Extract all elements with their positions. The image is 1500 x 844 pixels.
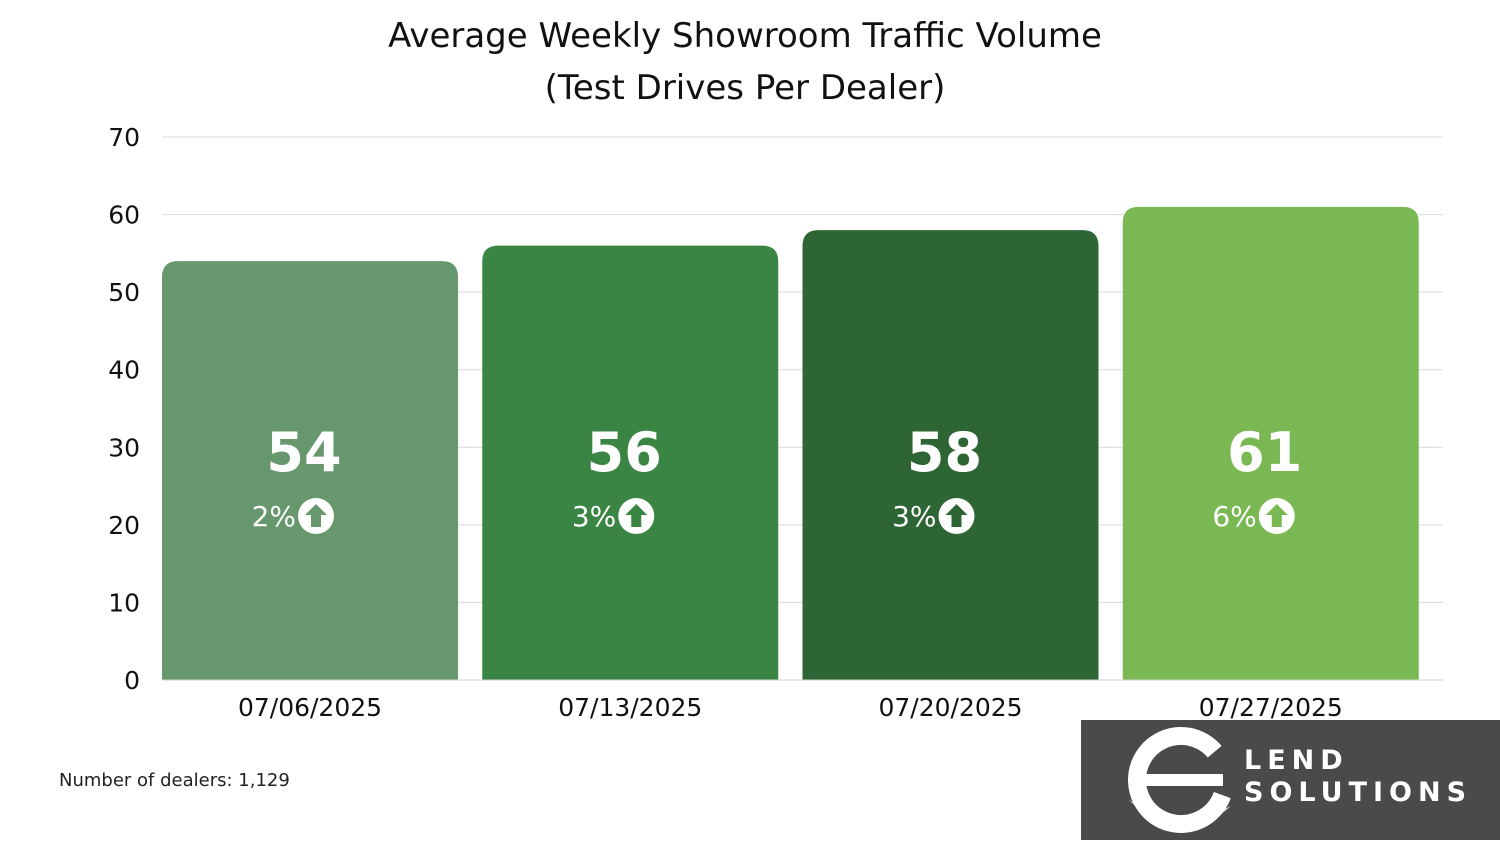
y-tick-label: 50	[108, 278, 140, 307]
change-label: 2%	[252, 500, 296, 533]
y-tick-label: 10	[108, 588, 140, 617]
x-tick-label: 07/06/2025	[238, 693, 382, 722]
up-arrow-glyph	[305, 504, 327, 527]
y-tick-label: 60	[108, 201, 140, 230]
change-label: 3%	[572, 500, 616, 533]
footnote: Number of dealers: 1,129	[59, 770, 290, 791]
data-label: 61	[1227, 421, 1302, 484]
y-tick-label: 30	[108, 433, 140, 462]
elend-logo	[1081, 720, 1500, 840]
bar	[802, 230, 1099, 681]
chart-subtitle: (Test Drives Per Dealer)	[544, 68, 946, 108]
logo-text-lend: LEND	[1244, 745, 1349, 776]
up-arrow-glyph	[625, 504, 648, 527]
data-label: 56	[587, 421, 662, 484]
chart-title: Average Weekly Showroom Traffic Volume	[388, 16, 1102, 56]
bar	[1122, 206, 1419, 681]
x-tick-label: 07/13/2025	[558, 693, 702, 722]
x-tick-label: 07/27/2025	[1199, 693, 1343, 722]
elend-e-mark-icon	[1128, 727, 1234, 833]
y-tick-label: 20	[108, 511, 140, 540]
change-label: 6%	[1212, 500, 1256, 533]
y-tick-label: 70	[108, 123, 140, 152]
up-arrow-glyph	[945, 504, 968, 527]
bar	[482, 245, 779, 680]
data-label: 54	[266, 421, 341, 484]
x-tick-label: 07/20/2025	[878, 693, 1022, 722]
up-arrow-glyph	[1265, 504, 1288, 527]
bar	[162, 261, 458, 680]
logo-text-solutions: SOLUTIONS	[1244, 777, 1473, 808]
y-tick-label: 40	[108, 356, 140, 385]
change-label: 3%	[892, 500, 936, 533]
y-tick-label: 0	[124, 666, 140, 695]
data-label: 58	[907, 421, 982, 484]
